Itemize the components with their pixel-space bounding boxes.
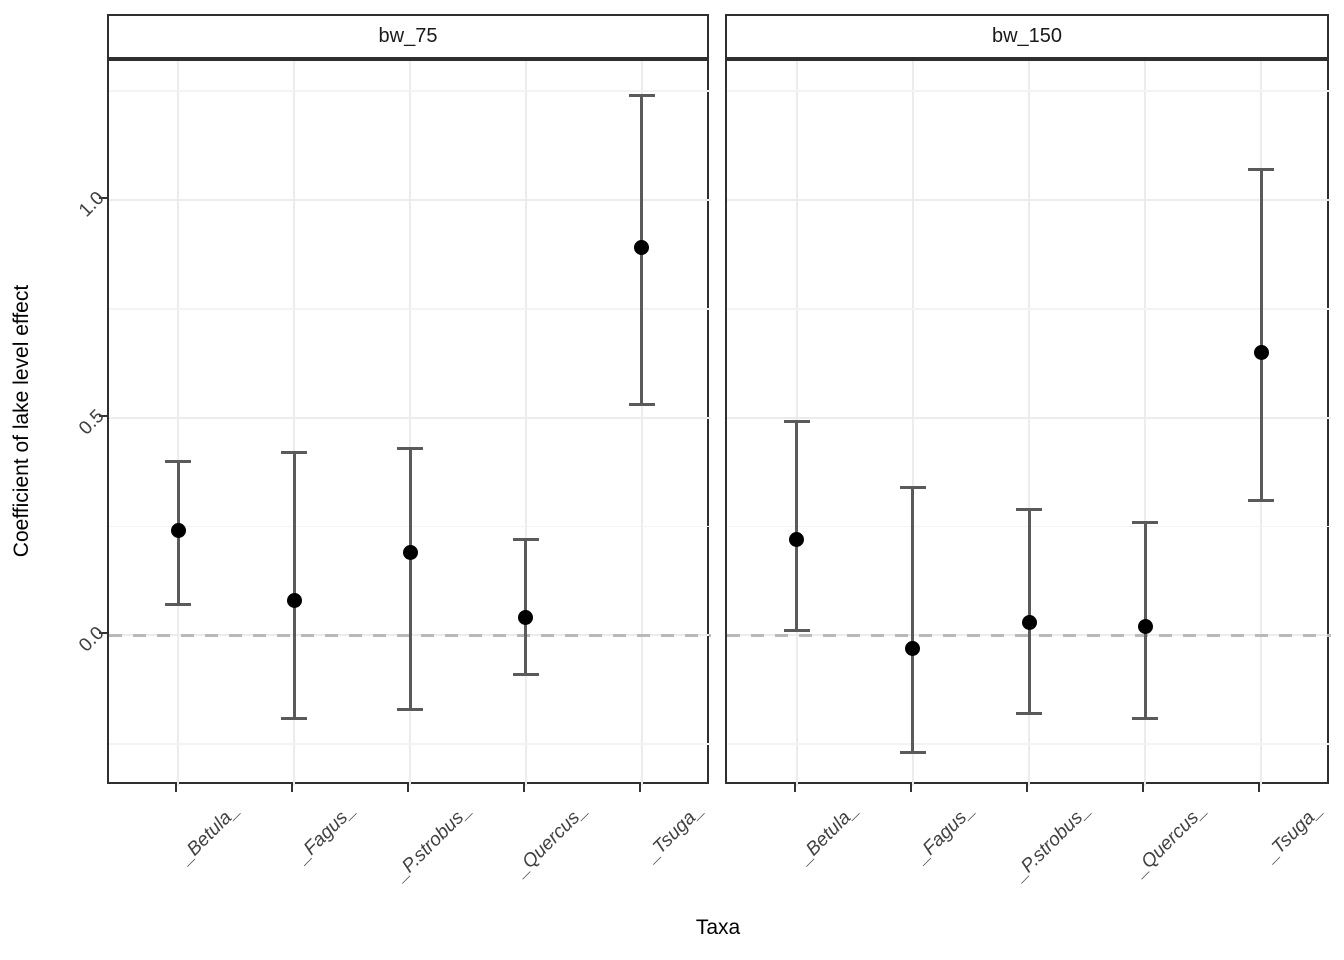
data-point — [1253, 344, 1269, 360]
facet-strip-label: bw_150 — [991, 25, 1063, 47]
y-tick — [99, 196, 107, 199]
facet-strip-label: bw_75 — [378, 25, 438, 47]
errorbar-line — [408, 448, 412, 710]
errorbar-cap-lower — [628, 403, 655, 407]
x-tick — [793, 784, 796, 792]
gridline-major — [727, 198, 1331, 201]
gridline-vertical — [293, 61, 296, 786]
data-point — [1021, 614, 1037, 630]
x-tick — [1026, 784, 1028, 792]
errorbar-cap-lower — [512, 673, 539, 677]
errorbar-cap-upper — [1248, 167, 1275, 171]
data-point — [1137, 619, 1153, 635]
gridline-vertical — [1028, 61, 1030, 786]
gridline-minor — [727, 308, 1331, 310]
errorbar-line — [524, 539, 528, 675]
errorbar-cap-lower — [397, 707, 423, 711]
errorbar-cap-upper — [628, 93, 655, 97]
x-axis-title: Taxa — [695, 916, 741, 939]
errorbar-cap-lower — [281, 716, 308, 720]
errorbar-cap-upper — [397, 446, 423, 450]
errorbar-line — [1027, 509, 1031, 714]
x-tick — [522, 784, 525, 792]
data-point — [518, 610, 534, 626]
gridline-major — [727, 416, 1331, 419]
y-tick-label: 1.0 — [75, 187, 109, 222]
x-tick — [1258, 784, 1261, 792]
x-tick-label: _Tsuga_ — [1260, 799, 1327, 866]
errorbar-cap-lower — [165, 603, 192, 607]
x-tick-label: _Tsuga_ — [641, 799, 708, 866]
gridline-vertical — [640, 61, 643, 786]
errorbar-line — [911, 487, 915, 753]
data-point — [789, 532, 805, 548]
x-tick — [291, 784, 294, 792]
errorbar-cap-lower — [1248, 498, 1275, 502]
x-tick — [407, 784, 409, 792]
gridline-minor — [109, 308, 711, 310]
errorbar-cap-lower — [783, 629, 810, 633]
errorbar-line — [292, 452, 296, 719]
errorbar-line — [1259, 169, 1263, 501]
gridline-major — [109, 416, 711, 419]
gridline-major — [109, 198, 711, 201]
errorbar-line — [795, 421, 799, 631]
errorbar-cap-upper — [165, 459, 192, 463]
x-tick — [909, 784, 912, 792]
data-point — [286, 593, 302, 608]
errorbar-cap-lower — [899, 751, 926, 755]
errorbar-cap-upper — [512, 538, 539, 542]
panel — [725, 59, 1331, 786]
errorbar-cap-upper — [783, 420, 810, 424]
gridline-minor — [109, 90, 711, 92]
x-tick — [175, 784, 178, 792]
gridline-vertical — [177, 61, 180, 786]
errorbar-cap-upper — [1132, 520, 1159, 524]
errorbar-cap-upper — [1016, 507, 1042, 511]
gridline-minor — [727, 743, 1331, 745]
data-point — [905, 640, 921, 656]
gridline-vertical — [1144, 61, 1147, 786]
gridline-minor — [109, 743, 711, 745]
y-tick — [99, 414, 107, 417]
gridline-vertical — [524, 61, 527, 786]
panel — [107, 59, 711, 786]
y-tick — [99, 632, 107, 635]
x-tick — [1142, 784, 1145, 792]
data-point — [402, 545, 418, 561]
errorbar-cap-upper — [899, 485, 926, 489]
gridline-minor — [727, 90, 1331, 92]
data-point — [634, 240, 650, 256]
facet-strip: bw_75 — [107, 14, 709, 59]
errorbar-cap-lower — [1016, 712, 1042, 716]
data-point — [170, 523, 186, 539]
y-tick-label: 0.0 — [75, 623, 109, 657]
errorbar-cap-lower — [1132, 716, 1159, 720]
facet-strip: bw_150 — [725, 14, 1329, 59]
errorbar-cap-upper — [281, 450, 308, 454]
gridline-vertical — [911, 61, 914, 786]
x-tick — [638, 784, 641, 792]
gridline-vertical — [409, 61, 411, 786]
